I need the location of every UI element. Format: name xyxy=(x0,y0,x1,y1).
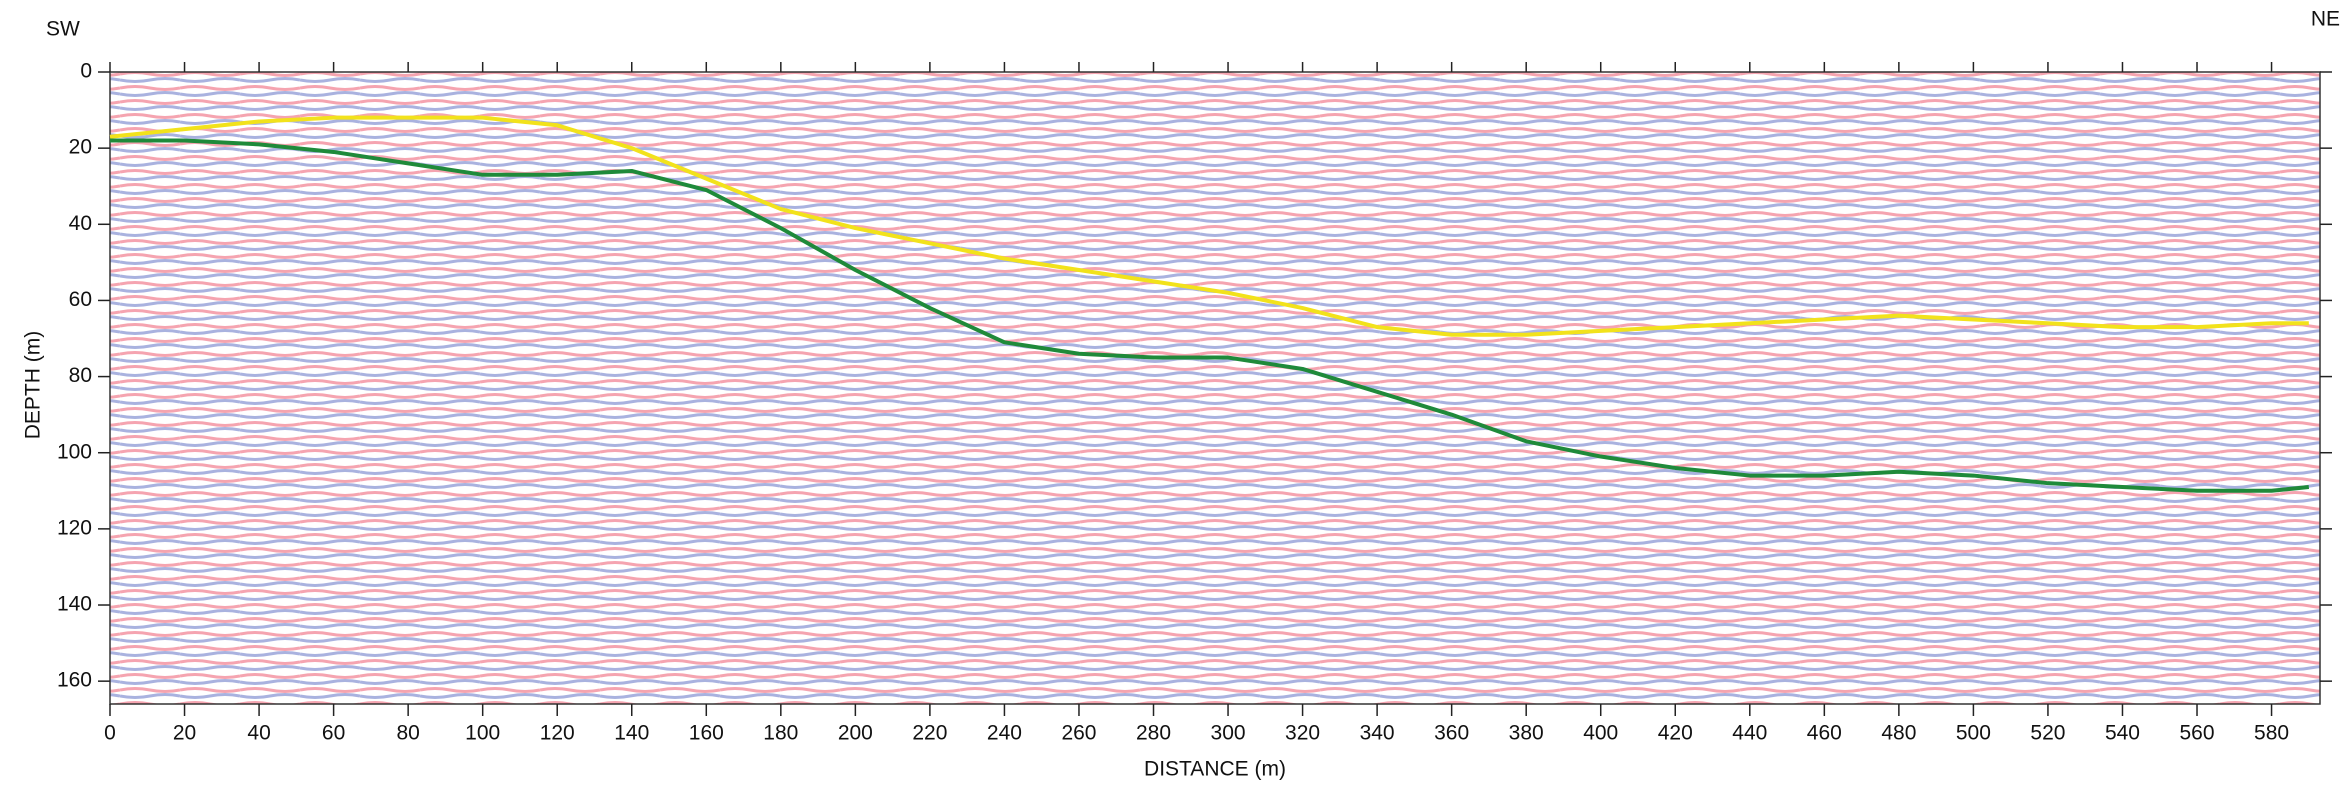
horizon-line xyxy=(110,138,2310,493)
x-tick-label: 500 xyxy=(1956,722,1991,745)
annotation-right: NE xyxy=(2311,8,2340,31)
x-tick-label: 260 xyxy=(1061,722,1096,745)
seismic-background xyxy=(110,72,2320,704)
x-tick-label: 280 xyxy=(1136,722,1171,745)
y-tick-label: 120 xyxy=(57,516,92,539)
x-tick-label: 20 xyxy=(173,722,196,745)
x-tick-label: 380 xyxy=(1509,722,1544,745)
x-tick-label: 360 xyxy=(1434,722,1469,745)
x-tick-label: 40 xyxy=(247,722,270,745)
x-tick-label: 80 xyxy=(396,722,419,745)
annotation-left: SW xyxy=(46,18,80,41)
x-tick-label: 300 xyxy=(1211,722,1246,745)
horizon-line xyxy=(109,115,2309,337)
x-tick-label: 180 xyxy=(763,722,798,745)
x-tick-label: 60 xyxy=(322,722,345,745)
x-tick-label: 120 xyxy=(540,722,575,745)
x-tick-label: 320 xyxy=(1285,722,1320,745)
x-tick-label: 400 xyxy=(1583,722,1618,745)
x-tick-label: 580 xyxy=(2254,722,2289,745)
x-tick-label: 100 xyxy=(465,722,500,745)
x-tick-label: 220 xyxy=(912,722,947,745)
y-tick-label: 140 xyxy=(57,593,92,616)
x-tick-label: 540 xyxy=(2105,722,2140,745)
x-axis-title: DISTANCE (m) xyxy=(1144,758,1286,781)
x-tick-label: 460 xyxy=(1807,722,1842,745)
y-tick-label: 160 xyxy=(57,669,92,692)
y-tick-label: 40 xyxy=(69,212,92,235)
y-tick-label: 20 xyxy=(69,136,92,159)
y-tick-label: 100 xyxy=(57,440,92,463)
plot-frame xyxy=(109,71,2321,705)
y-tick-label: 60 xyxy=(69,288,92,311)
x-tick-label: 200 xyxy=(838,722,873,745)
x-tick-label: 520 xyxy=(2030,722,2065,745)
y-axis-title: DEPTH (m) xyxy=(22,331,45,440)
x-tick-label: 140 xyxy=(614,722,649,745)
y-tick-label: 0 xyxy=(80,60,92,83)
x-tick-label: 440 xyxy=(1732,722,1767,745)
x-tick-label: 480 xyxy=(1881,722,1916,745)
x-tick-label: 160 xyxy=(689,722,724,745)
x-tick-label: 340 xyxy=(1360,722,1395,745)
y-tick-label: 80 xyxy=(69,364,92,387)
x-tick-label: 0 xyxy=(104,722,116,745)
x-tick-label: 420 xyxy=(1658,722,1693,745)
x-tick-label: 240 xyxy=(987,722,1022,745)
x-tick-label: 560 xyxy=(2179,722,2214,745)
